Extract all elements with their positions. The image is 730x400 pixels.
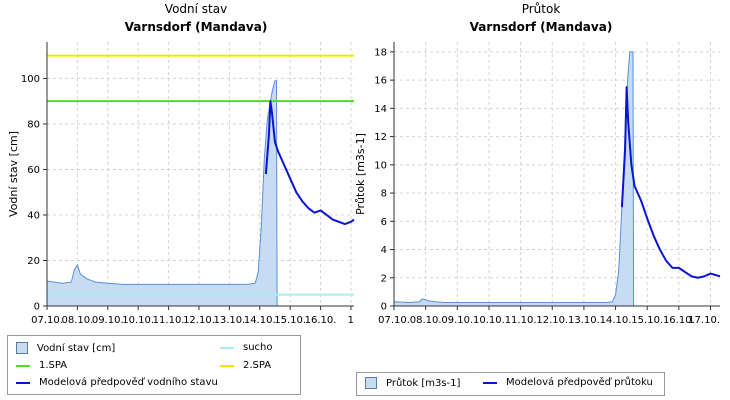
- chart2-xtick-label: 09.10.: [441, 315, 473, 326]
- chart2-ytick-label: 6: [381, 217, 387, 228]
- chart2-ytick-label: 16: [374, 76, 387, 87]
- legend-swatch-spa2: [220, 364, 234, 367]
- chart1-xtick-label: 1: [348, 315, 354, 326]
- chart1-area-fill: [47, 80, 278, 306]
- legend-item-level-forecast: Modelová předpověď vodního stavu: [16, 377, 218, 388]
- legend-label-flow-forecast: Modelová předpověď průtoku: [506, 377, 653, 388]
- legend-swatch-water-level: [16, 342, 28, 354]
- chart2-xtick-label: 12.10.: [536, 315, 568, 326]
- legend-label-level-forecast: Modelová předpověď vodního stavu: [39, 377, 218, 388]
- legend-swatch-flow-forecast: [483, 381, 497, 384]
- chart1-ytick-label: 80: [27, 119, 40, 130]
- chart2-xtick-label: 14.10.: [600, 315, 632, 326]
- legend-label-spa2: 2.SPA: [243, 360, 272, 371]
- legend-swatch-flow: [365, 377, 377, 389]
- chart1-ytick-label: 0: [34, 302, 40, 313]
- legend-flow: Průtok [m3s-1] Modelová předpověď průtok…: [356, 372, 665, 396]
- chart1-xtick-label: 11.10.: [153, 315, 185, 326]
- chart1-ytick-label: 40: [27, 210, 40, 221]
- chart2-xtick-label: 15.10.: [631, 315, 663, 326]
- chart1-y-label: Vodní stav [cm]: [7, 131, 20, 217]
- legend-label-sucho: sucho: [243, 342, 273, 353]
- chart2-forecast-line: [620, 86, 721, 279]
- legend-item-flow: Průtok [m3s-1]: [365, 377, 460, 389]
- chart2-ytick-label: 8: [381, 189, 387, 200]
- chart2-ytick-label: 2: [381, 273, 387, 284]
- chart2-ytick-label: 12: [374, 132, 387, 143]
- chart2-area-edge: [393, 51, 635, 307]
- chart2-area-fill: [394, 51, 634, 306]
- legend-item-sucho: sucho: [220, 342, 273, 353]
- chart1-xtick-label: 16.10.: [305, 315, 337, 326]
- legend-water-level: Vodní stav [cm] sucho 1.SPA 2.SPA Modelo…: [7, 335, 301, 395]
- chart2-ytick-label: 0: [381, 302, 387, 313]
- chart2-xtick-label: 10.10.: [473, 315, 505, 326]
- chart2-ytick-label: 18: [374, 47, 387, 58]
- chart2-title: Průtok: [522, 2, 561, 16]
- chart2-y-label: Průtok [m3s-1]: [354, 133, 367, 215]
- legend-swatch-level-forecast: [16, 381, 30, 384]
- legend-label-water-level: Vodní stav [cm]: [37, 342, 116, 354]
- legend-label-spa1: 1.SPA: [39, 360, 68, 371]
- chart2-ytick-label: 4: [381, 245, 387, 256]
- chart1-xtick-label: 08.10.: [61, 315, 93, 326]
- legend-item-spa1: 1.SPA: [16, 360, 67, 371]
- chart1-title: Vodní stav: [165, 2, 227, 16]
- legend-item-flow-forecast: Modelová předpověď průtoku: [483, 377, 653, 388]
- chart1-xtick-label: 10.10.: [122, 315, 154, 326]
- chart1-forecast-line: [264, 100, 355, 226]
- chart1-xtick-label: 15.10.: [274, 315, 306, 326]
- chart1-area-edge: [46, 80, 278, 307]
- chart2-xtick-label: 11.10.: [505, 315, 537, 326]
- chart2-ytick-label: 14: [374, 104, 387, 115]
- chart2-xtick-label: 08.10.: [410, 315, 442, 326]
- chart1-xtick-label: 09.10.: [92, 315, 124, 326]
- chart2-xtick-label: 17.10.: [688, 315, 720, 326]
- chart2-ytick-label: 10: [374, 160, 387, 171]
- chart2-xtick-label: 13.10.: [568, 315, 600, 326]
- legend-item-spa2: 2.SPA: [220, 360, 271, 371]
- legend-item-water-level: Vodní stav [cm]: [16, 342, 115, 354]
- chart1-xtick-label: 13.10.: [213, 315, 245, 326]
- chart1-xtick-label: 14.10.: [244, 315, 276, 326]
- chart1-ytick-label: 100: [21, 74, 40, 85]
- chart1-subtitle: Varnsdorf (Mandava): [125, 20, 268, 34]
- chart2-xtick-label: 16.10.: [663, 315, 695, 326]
- chart2-xtick-label: 07.10.: [378, 315, 410, 326]
- legend-swatch-spa1: [16, 364, 30, 367]
- legend-swatch-sucho: [220, 346, 234, 349]
- chart1-ytick-label: 20: [27, 256, 40, 267]
- chart1-xtick-label: 12.10.: [183, 315, 215, 326]
- chart1-ytick-label: 60: [27, 165, 40, 176]
- legend-label-flow: Průtok [m3s-1]: [386, 377, 461, 389]
- chart1-xtick-label: 07.10.: [31, 315, 63, 326]
- chart2-subtitle: Varnsdorf (Mandava): [470, 20, 613, 34]
